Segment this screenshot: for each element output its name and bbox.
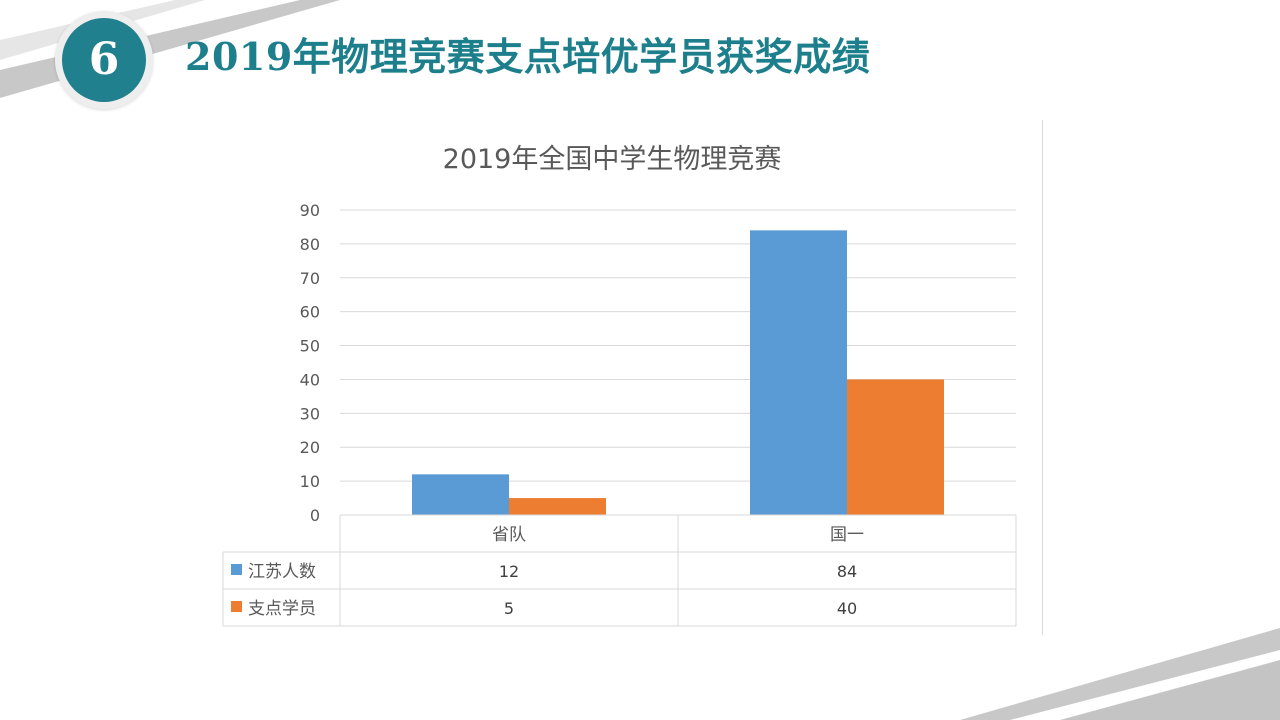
- y-tick-label: 60: [300, 303, 320, 322]
- category-label: 省队: [492, 525, 526, 545]
- bar: [750, 230, 847, 516]
- y-tick-label: 80: [300, 235, 320, 254]
- slide-title: 2019年物理竞赛支点培优学员获奖成绩: [185, 34, 871, 79]
- y-tick-label: 10: [300, 472, 320, 491]
- section-number: 6: [62, 18, 146, 102]
- data-table-value: 12: [499, 562, 519, 581]
- bar: [847, 379, 944, 515]
- legend-label: 江苏人数: [248, 562, 316, 582]
- divider-line: [1042, 120, 1043, 635]
- y-tick-label: 0: [310, 506, 320, 525]
- bar: [412, 474, 509, 515]
- y-tick-label: 40: [300, 370, 320, 389]
- bottom-right-stripe-dark: [1060, 660, 1280, 720]
- y-tick-label: 20: [300, 438, 320, 457]
- chart-title: 2019年全国中学生物理竞赛: [443, 144, 782, 175]
- data-table-value: 5: [504, 599, 514, 618]
- y-tick-label: 90: [300, 201, 320, 220]
- bar: [509, 498, 606, 515]
- data-table-value: 40: [837, 599, 857, 618]
- data-table-value: 84: [837, 562, 857, 581]
- y-tick-label: 30: [300, 404, 320, 423]
- category-label: 国一: [830, 525, 864, 545]
- legend-swatch: [231, 601, 242, 612]
- legend-label: 支点学员: [248, 599, 316, 619]
- bottom-right-stripe: [960, 628, 1280, 720]
- legend-swatch: [231, 564, 242, 575]
- y-tick-label: 50: [300, 337, 320, 356]
- y-tick-label: 70: [300, 269, 320, 288]
